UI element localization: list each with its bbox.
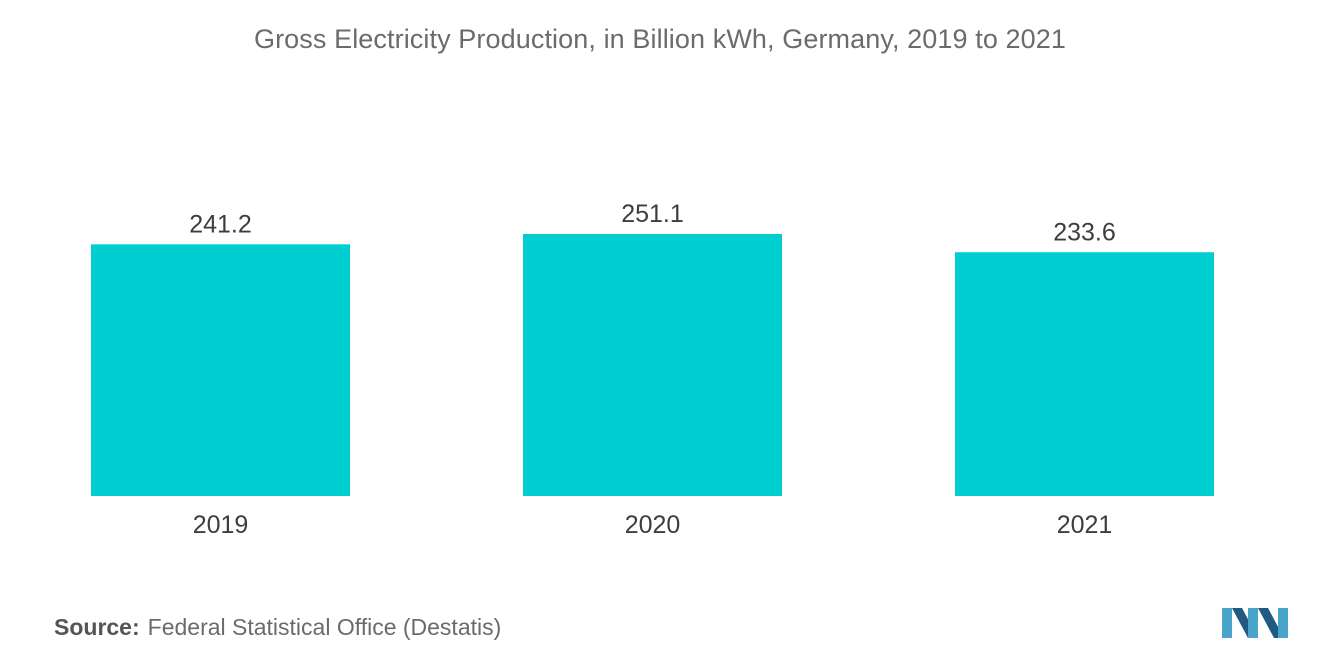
x-tick-label-2020: 2020 (625, 511, 681, 539)
value-label-2020: 251.1 (621, 200, 684, 228)
chart-title: Gross Electricity Production, in Billion… (253, 24, 1067, 54)
x-tick-label-2019: 2019 (193, 511, 249, 539)
x-tick-label-2021: 2021 (1057, 511, 1113, 539)
source-label: Source: (54, 614, 140, 640)
bars-layer (91, 234, 1214, 496)
bar-2020 (523, 234, 782, 496)
bar-2021 (955, 252, 1214, 496)
value-label-2021: 233.6 (1053, 218, 1116, 246)
value-label-2019: 241.2 (189, 210, 252, 238)
bar-2019 (91, 244, 350, 496)
source-text: Federal Statistical Office (Destatis) (147, 614, 502, 640)
source-note: Source: Federal Statistical Office (Desta… (54, 614, 501, 641)
value-labels-layer: 241.2 251.1 233.6 (189, 200, 1116, 246)
mordor-intelligence-logo-icon (1222, 608, 1288, 638)
x-axis-tick-labels: 2019 2020 2021 (193, 511, 1113, 539)
